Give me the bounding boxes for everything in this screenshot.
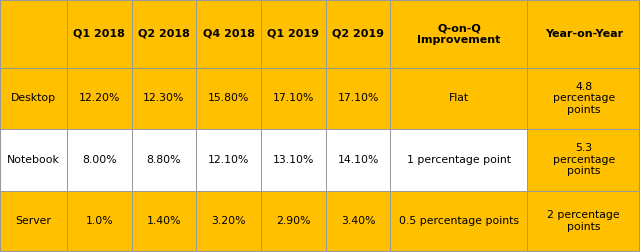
Bar: [131, 129, 196, 191]
Text: 8.80%: 8.80%: [147, 155, 181, 165]
Bar: [196, 191, 261, 252]
Text: 4.8
percentage
points: 4.8 percentage points: [552, 82, 615, 115]
Bar: [261, 191, 326, 252]
Text: Q1 2018: Q1 2018: [73, 29, 125, 39]
Bar: [67, 129, 131, 191]
Text: 17.10%: 17.10%: [273, 93, 314, 103]
Text: 3.20%: 3.20%: [211, 216, 246, 226]
Text: Year-on-Year: Year-on-Year: [545, 29, 623, 39]
Bar: [67, 68, 131, 129]
Text: Flat: Flat: [449, 93, 469, 103]
Text: 1 percentage point: 1 percentage point: [407, 155, 511, 165]
Bar: [261, 0, 326, 68]
Bar: [67, 191, 131, 252]
Bar: [390, 68, 527, 129]
Text: Q4 2018: Q4 2018: [203, 29, 255, 39]
Bar: [131, 191, 196, 252]
Text: Q1 2019: Q1 2019: [268, 29, 319, 39]
Bar: [0, 68, 67, 129]
Text: 13.10%: 13.10%: [273, 155, 314, 165]
Text: 2 percentage
points: 2 percentage points: [547, 210, 620, 232]
Bar: [0, 129, 67, 191]
Text: 12.10%: 12.10%: [208, 155, 249, 165]
Text: Q2 2019: Q2 2019: [332, 29, 384, 39]
Bar: [390, 129, 527, 191]
Text: 8.00%: 8.00%: [82, 155, 116, 165]
Bar: [131, 0, 196, 68]
Bar: [527, 0, 640, 68]
Bar: [326, 191, 390, 252]
Text: 15.80%: 15.80%: [208, 93, 249, 103]
Bar: [390, 191, 527, 252]
Text: Desktop: Desktop: [11, 93, 56, 103]
Text: Q-on-Q
Improvement: Q-on-Q Improvement: [417, 23, 500, 45]
Bar: [326, 68, 390, 129]
Text: Q2 2018: Q2 2018: [138, 29, 190, 39]
Bar: [196, 0, 261, 68]
Text: 5.3
percentage
points: 5.3 percentage points: [552, 143, 615, 176]
Text: Server: Server: [15, 216, 51, 226]
Text: 0.5 percentage points: 0.5 percentage points: [399, 216, 519, 226]
Bar: [261, 129, 326, 191]
Text: 12.30%: 12.30%: [143, 93, 184, 103]
Bar: [0, 191, 67, 252]
Bar: [527, 191, 640, 252]
Text: 1.40%: 1.40%: [147, 216, 181, 226]
Bar: [131, 68, 196, 129]
Text: Notebook: Notebook: [7, 155, 60, 165]
Bar: [527, 68, 640, 129]
Bar: [326, 129, 390, 191]
Text: 12.20%: 12.20%: [79, 93, 120, 103]
Text: 2.90%: 2.90%: [276, 216, 310, 226]
Bar: [196, 68, 261, 129]
Text: 14.10%: 14.10%: [337, 155, 379, 165]
Bar: [67, 0, 131, 68]
Bar: [326, 0, 390, 68]
Bar: [261, 68, 326, 129]
Bar: [0, 0, 67, 68]
Bar: [390, 0, 527, 68]
Text: 1.0%: 1.0%: [85, 216, 113, 226]
Text: 3.40%: 3.40%: [340, 216, 375, 226]
Bar: [527, 129, 640, 191]
Bar: [196, 129, 261, 191]
Text: 17.10%: 17.10%: [337, 93, 379, 103]
